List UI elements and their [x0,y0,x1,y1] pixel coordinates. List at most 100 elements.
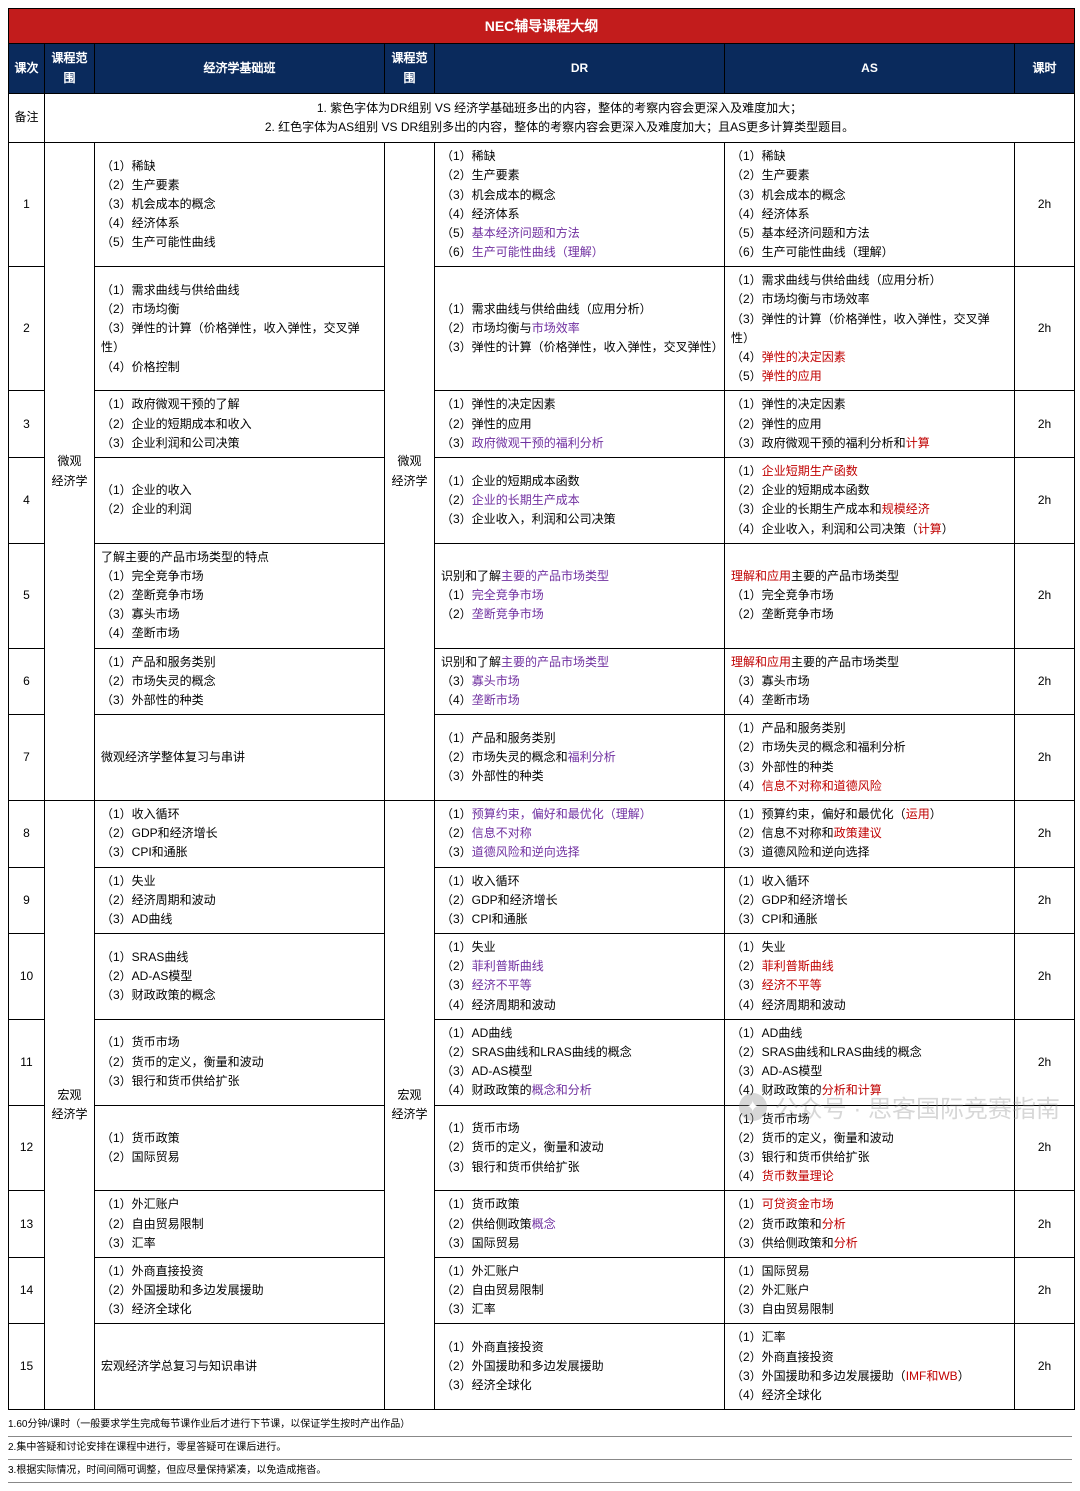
note-2: 2. 红色字体为AS组别 VS DR组别多出的内容，整体的考察内容会更深入及难度… [50,118,1069,137]
lesson-number: 10 [9,934,45,1020]
dr-cell: （1）货币政策（2）供给侧政策概念（3）国际贸易 [435,1191,725,1258]
hours-cell: 2h [1015,934,1075,1020]
dr-cell: （1）货币市场（2）货币的定义，衡量和波动（3）银行和货币供给扩张 [435,1105,725,1191]
col-dr: DR [435,44,725,93]
table-row: 1微观经济学（1）稀缺（2）生产要素（3）机会成本的概念（4）经济体系（5）生产… [9,143,1075,267]
footnote-3: 3.根据实际情况，时间间隔可调整，但应尽量保持紧凑，以免造成拖沓。 [8,1460,1072,1483]
basic-cell: （1）稀缺（2）生产要素（3）机会成本的概念（4）经济体系（5）生产可能性曲线 [95,143,385,267]
lesson-number: 13 [9,1191,45,1258]
as-cell: （1）汇率（2）外商直接投资（3）外国援助和多边发展援助（IMF和WB）（4）经… [725,1324,1015,1410]
basic-cell: （1）需求曲线与供给曲线（2）市场均衡（3）弹性的计算（价格弹性，收入弹性，交叉… [95,267,385,391]
as-cell: （1）AD曲线（2）SRAS曲线和LRAS曲线的概念（3）AD-AS模型（4）财… [725,1019,1015,1105]
note-1: 1. 紫色字体为DR组别 VS 经济学基础班多出的内容，整体的考察内容会更深入及… [50,99,1069,118]
lesson-number: 6 [9,648,45,715]
table-row: 8宏观经济学（1）收入循环（2）GDP和经济增长（3）CPI和通胀宏观经济学（1… [9,800,1075,867]
as-cell: （1）弹性的决定因素（2）弹性的应用（3）政府微观干预的福利分析和计算 [725,391,1015,458]
basic-cell: （1）失业（2）经济周期和波动（3）AD曲线 [95,867,385,934]
hours-cell: 2h [1015,1324,1075,1410]
as-cell: （1）可贷资金市场（2）货币政策和分析（3）供给侧政策和分析 [725,1191,1015,1258]
as-cell: （1）产品和服务类别（2）市场失灵的概念和福利分析（3）外部性的种类（4）信息不… [725,715,1015,801]
lesson-number: 14 [9,1257,45,1324]
dr-cell: 识别和了解主要的产品市场类型（3）寡头市场（4）垄断市场 [435,648,725,715]
scope-macro: 宏观经济学 [45,800,95,1409]
dr-cell: （1）企业的短期成本函数（2）企业的长期生产成本（3）企业收入，利润和公司决策 [435,457,725,543]
dr-cell: （1）外商直接投资（2）外国援助和多边发展援助（3）经济全球化 [435,1324,725,1410]
basic-cell: （1）收入循环（2）GDP和经济增长（3）CPI和通胀 [95,800,385,867]
as-cell: （1）国际贸易（2）外汇账户（3）自由贸易限制 [725,1257,1015,1324]
table-row: 2 （1）需求曲线与供给曲线（2）市场均衡（3）弹性的计算（价格弹性，收入弹性，交… [9,267,1075,391]
basic-cell: （1）外汇账户（2）自由贸易限制（3）汇率 [95,1191,385,1258]
dr-cell: （1）AD曲线（2）SRAS曲线和LRAS曲线的概念（3）AD-AS模型（4）财… [435,1019,725,1105]
note-label: 备注 [9,93,45,142]
col-scope2: 课程范围 [385,44,435,93]
footnote-2: 2.集中答疑和讨论安排在课程中进行，零星答疑可在课后进行。 [8,1437,1072,1460]
table-row: 7微观经济学整体复习与串讲（1）产品和服务类别（2）市场失灵的概念和福利分析（3… [9,715,1075,801]
basic-cell: （1）外商直接投资（2）外国援助和多边发展援助（3）经济全球化 [95,1257,385,1324]
basic-cell: 了解主要的产品市场类型的特点（1）完全竞争市场（2）垄断竞争市场（3）寡头市场（… [95,543,385,648]
hours-cell: 2h [1015,143,1075,267]
basic-cell: （1）货币市场（2）货币的定义，衡量和波动（3）银行和货币供给扩张 [95,1019,385,1105]
table-row: 5 了解主要的产品市场类型的特点（1）完全竞争市场（2）垄断竞争市场（3）寡头市场… [9,543,1075,648]
hours-cell: 2h [1015,391,1075,458]
dr-cell: （1）需求曲线与供给曲线（应用分析）（2）市场均衡与市场效率（3）弹性的计算（价… [435,267,725,391]
scope-dr-micro: 微观经济学 [385,143,435,801]
syllabus-table: NEC辅导课程大纲 课次 课程范围 经济学基础班 课程范围 DR AS 课时 备… [8,8,1075,1410]
scope-dr-macro: 宏观经济学 [385,800,435,1409]
as-cell: 理解和应用主要的产品市场类型（1）完全竞争市场（2）垄断竞争市场 [725,543,1015,648]
dr-cell: 识别和了解主要的产品市场类型（1）完全竞争市场（2）垄断竞争市场 [435,543,725,648]
table-row: 6（1）产品和服务类别（2）市场失灵的概念（3）外部性的种类识别和了解主要的产品… [9,648,1075,715]
col-as: AS [725,44,1015,93]
table-row: 12（1）货币政策（2）国际贸易（1）货币市场（2）货币的定义，衡量和波动（3）… [9,1105,1075,1191]
hours-cell: 2h [1015,715,1075,801]
as-cell: （1）预算约束，偏好和最优化（运用）（2）信息不对称和政策建议（3）道德风险和逆… [725,800,1015,867]
table-row: 14 （1）外商直接投资（2）外国援助和多边发展援助（3）经济全球化 （1）外汇账户… [9,1257,1075,1324]
notes-cell: 1. 紫色字体为DR组别 VS 经济学基础班多出的内容，整体的考察内容会更深入及… [45,93,1075,142]
table-row: 10（1）SRAS曲线（2）AD-AS模型（3）财政政策的概念（1）失业（2）菲… [9,934,1075,1020]
as-cell: （1）企业短期生产函数（2）企业的短期成本函数（3）企业的长期生产成本和规模经济… [725,457,1015,543]
footnote-1: 1.60分钟/课时（一般要求学生完成每节课作业后才进行下节课，以保证学生按时产出… [8,1414,1072,1437]
basic-cell: （1）企业的收入（2）企业的利润 [95,457,385,543]
hours-cell: 2h [1015,648,1075,715]
header-row: 课次 课程范围 经济学基础班 课程范围 DR AS 课时 [9,44,1075,93]
lesson-number: 15 [9,1324,45,1410]
dr-cell: （1）产品和服务类别（2）市场失灵的概念和福利分析（3）外部性的种类 [435,715,725,801]
lesson-number: 2 [9,267,45,391]
lesson-number: 9 [9,867,45,934]
col-basic: 经济学基础班 [95,44,385,93]
hours-cell: 2h [1015,1257,1075,1324]
dr-cell: （1）稀缺（2）生产要素（3）机会成本的概念（4）经济体系（5）基本经济问题和方… [435,143,725,267]
table-row: 15 宏观经济学总复习与知识串讲 （1）外商直接投资（2）外国援助和多边发展援助（3… [9,1324,1075,1410]
dr-cell: （1）失业（2）菲利普斯曲线（3）经济不平等（4）经济周期和波动 [435,934,725,1020]
hours-cell: 2h [1015,800,1075,867]
dr-cell: （1）弹性的决定因素（2）弹性的应用（3）政府微观干预的福利分析 [435,391,725,458]
table-row: 13 （1）外汇账户（2）自由贸易限制（3）汇率 （1）货币政策（2）供给侧政策概念… [9,1191,1075,1258]
table-row: 3（1）政府微观干预的了解（2）企业的短期成本和收入（3）企业利润和公司决策（1… [9,391,1075,458]
hours-cell: 2h [1015,457,1075,543]
col-lesson: 课次 [9,44,45,93]
lesson-number: 1 [9,143,45,267]
title-row: NEC辅导课程大纲 [9,9,1075,44]
table-title: NEC辅导课程大纲 [9,9,1075,44]
lesson-number: 12 [9,1105,45,1191]
footnotes: 1.60分钟/课时（一般要求学生完成每节课作业后才进行下节课，以保证学生按时产出… [8,1414,1072,1483]
lesson-number: 11 [9,1019,45,1105]
basic-cell: 宏观经济学总复习与知识串讲 [95,1324,385,1410]
lesson-number: 5 [9,543,45,648]
hours-cell: 2h [1015,267,1075,391]
table-row: 4（1）企业的收入（2）企业的利润（1）企业的短期成本函数（2）企业的长期生产成… [9,457,1075,543]
hours-cell: 2h [1015,1019,1075,1105]
as-cell: （1）失业（2）菲利普斯曲线（3）经济不平等（4）经济周期和波动 [725,934,1015,1020]
dr-cell: （1）外汇账户（2）自由贸易限制（3）汇率 [435,1257,725,1324]
as-cell: （1）稀缺（2）生产要素（3）机会成本的概念（4）经济体系（5）基本经济问题和方… [725,143,1015,267]
table-row: 11 （1）货币市场（2）货币的定义，衡量和波动（3）银行和货币供给扩张 （1）AD… [9,1019,1075,1105]
hours-cell: 2h [1015,1191,1075,1258]
scope-micro: 微观经济学 [45,143,95,801]
table-row: 9 （1）失业（2）经济周期和波动（3）AD曲线 （1）收入循环（2）GDP和经济增… [9,867,1075,934]
col-hours: 课时 [1015,44,1075,93]
hours-cell: 2h [1015,867,1075,934]
notes-row: 备注 1. 紫色字体为DR组别 VS 经济学基础班多出的内容，整体的考察内容会更… [9,93,1075,142]
dr-cell: （1）收入循环（2）GDP和经济增长（3）CPI和通胀 [435,867,725,934]
lesson-number: 8 [9,800,45,867]
dr-cell: （1）预算约束，偏好和最优化（理解）（2）信息不对称（3）道德风险和逆向选择 [435,800,725,867]
basic-cell: 微观经济学整体复习与串讲 [95,715,385,801]
